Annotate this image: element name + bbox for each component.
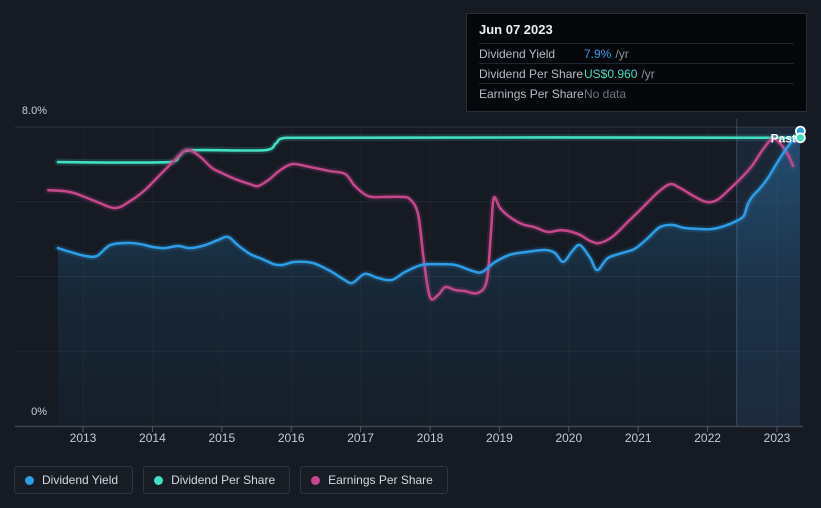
x-axis-year-label: 2013 (70, 431, 97, 445)
legend-item-earnings-per-share[interactable]: Earnings Per Share (300, 466, 448, 494)
x-axis-year-label: 2021 (625, 431, 652, 445)
y-axis-label-max: 8.0% (21, 105, 47, 117)
legend-label: Dividend Per Share (171, 473, 276, 487)
legend-item-dividend-yield[interactable]: Dividend Yield (14, 466, 134, 494)
legend-label: Dividend Yield (42, 473, 119, 487)
series-line-earnings-per-share (47, 137, 795, 301)
x-axis-year-label: 2015 (208, 431, 235, 445)
x-axis-year-label: 2022 (694, 431, 721, 445)
tooltip-value-earnings-per-share: No data (584, 86, 627, 101)
tooltip-date: Jun 07 2023 (479, 22, 553, 37)
chart-legend: Dividend Yield Dividend Per Share Earnin… (14, 466, 448, 494)
tooltip-row-earnings-per-share: Earnings Per Share No data (479, 83, 794, 103)
tooltip-value-dividend-yield: 7.9% (584, 46, 612, 61)
legend-dot-icon (25, 475, 34, 485)
chart-tooltip: Jun 07 2023 Dividend Yield 7.9% /yr Divi… (466, 13, 807, 112)
past-label: Past (771, 131, 796, 145)
x-axis-year-label: 2014 (139, 431, 166, 445)
legend-dot-icon (311, 475, 321, 485)
x-axis-year-label: 2018 (417, 431, 444, 445)
x-axis-year-label: 2019 (486, 431, 513, 445)
y-axis-label-min: 0% (31, 406, 47, 418)
tooltip-row-dividend-yield: Dividend Yield 7.9% /yr (479, 43, 794, 63)
legend-label: Earnings Per Share (328, 473, 433, 487)
series-glow-dividend-per-share (54, 133, 804, 167)
x-axis-year-label: 2020 (555, 431, 582, 445)
tooltip-value-dividend-per-share: US$0.960 (584, 66, 638, 81)
tooltip-value-suffix: /yr (615, 46, 629, 61)
tooltip-label: Earnings Per Share (479, 86, 584, 101)
x-axis-year-label: 2017 (347, 431, 374, 445)
chart-plot-area[interactable]: 2013 2014 2015 2016 2017 2018 2019 2020 2021 2022… (0, 0, 821, 460)
series-line-dividend-yield (56, 129, 802, 285)
tooltip-value-suffix: /yr (641, 66, 655, 81)
x-axis-year-label: 2016 (278, 431, 305, 445)
legend-dot-icon (154, 475, 164, 485)
current-value-marker-dividend-per-share (795, 132, 806, 144)
tooltip-label: Dividend Per Share (479, 66, 584, 81)
tooltip-label: Dividend Yield (479, 46, 556, 61)
x-axis-year-label: 2023 (764, 431, 791, 445)
tooltip-row-dividend-per-share: Dividend Per Share US$0.960 /yr (479, 63, 794, 83)
series-area-dividend-yield (58, 131, 800, 426)
legend-item-dividend-per-share[interactable]: Dividend Per Share (143, 466, 291, 494)
